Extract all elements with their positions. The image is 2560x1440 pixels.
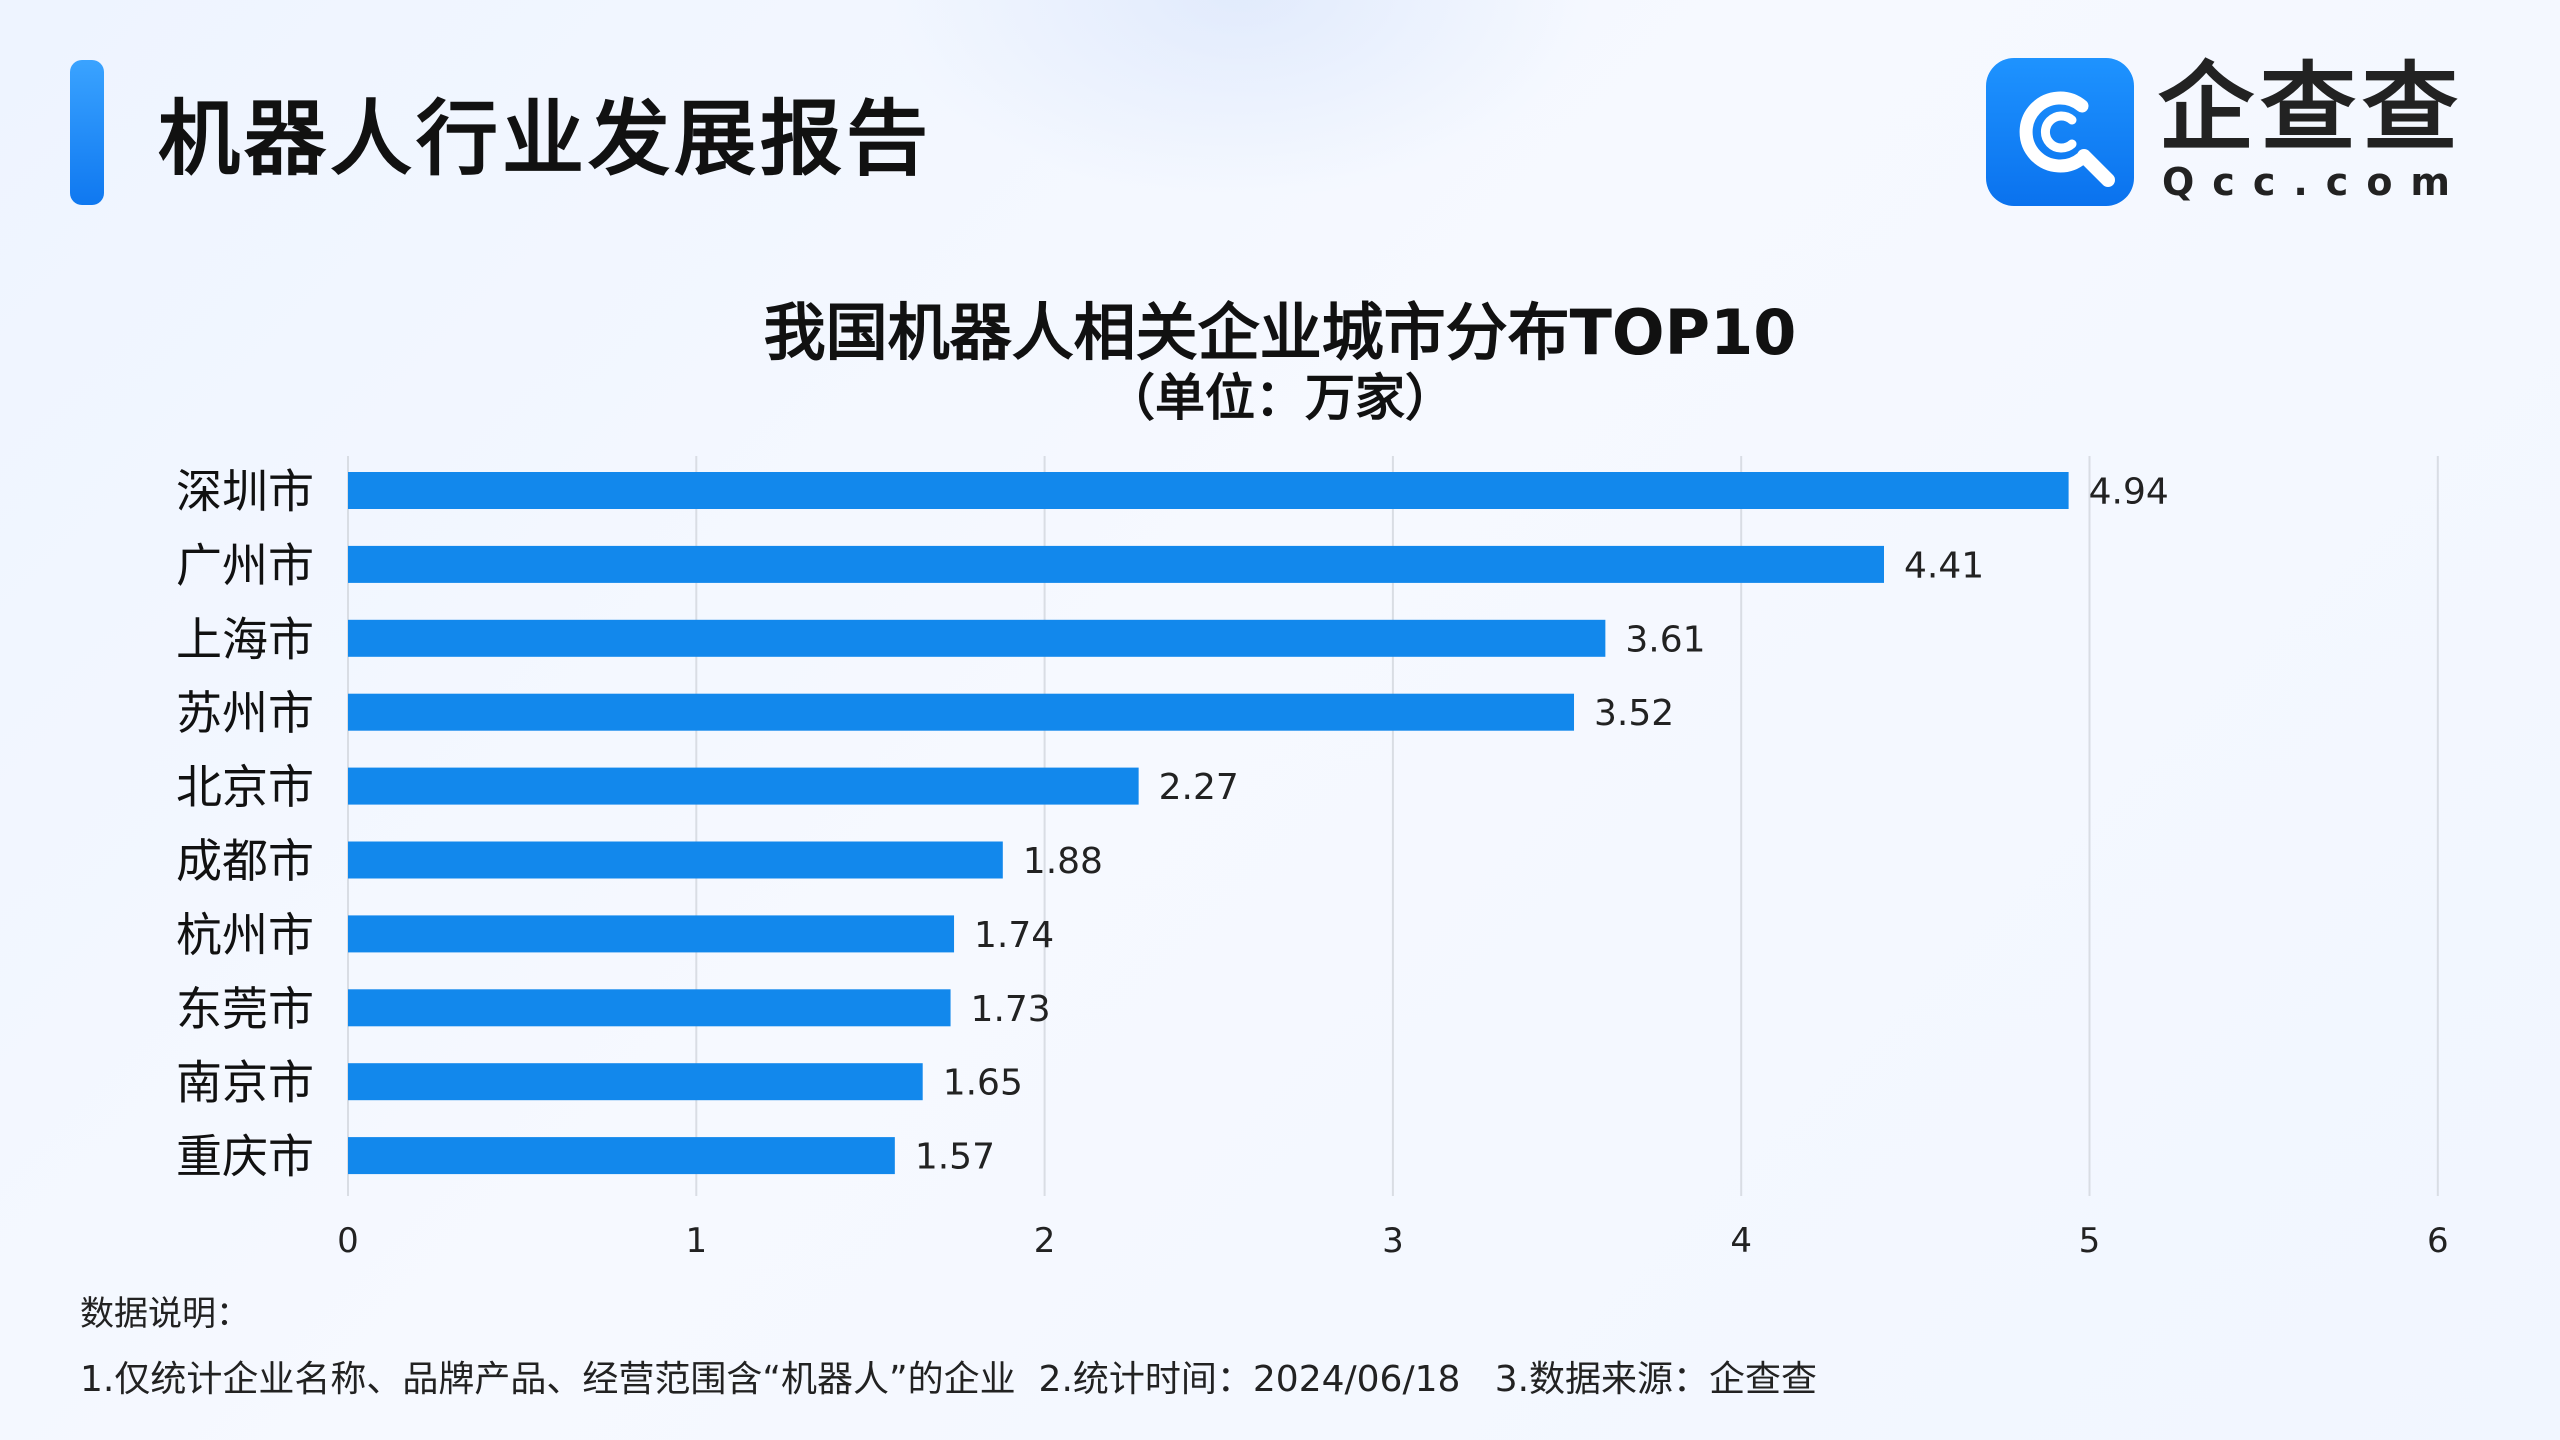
logo-name: 企查查 (2158, 52, 2464, 164)
x-tick-label: 4 (1730, 1221, 1752, 1261)
value-label: 1.74 (974, 915, 1054, 956)
x-tick-label: 0 (337, 1221, 359, 1261)
bar (348, 693, 1575, 731)
notes-line: 1.仅统计企业名称、品牌产品、经营范围含“机器人”的企业 2.统计时间：2024… (80, 1359, 1818, 1400)
bar (348, 472, 2069, 509)
bar (348, 767, 1139, 805)
x-tick-label: 1 (685, 1221, 707, 1261)
x-tick-label: 2 (1034, 1221, 1056, 1261)
category-label: 苏州市 (176, 686, 314, 740)
bar (348, 841, 1003, 879)
report-title: 机器人行业发展报告 (158, 92, 933, 187)
value-label: 1.65 (943, 1063, 1023, 1104)
value-label: 4.94 (2089, 472, 2169, 513)
category-label: 重庆市 (176, 1130, 314, 1184)
x-tick-label: 5 (2079, 1221, 2101, 1261)
bar (348, 545, 1885, 583)
category-label: 南京市 (176, 1056, 314, 1110)
bar-chart: 0 1 2 3 4 5 6 深圳市 4.94 广州市 4.41 上海市 3.61 苏州市 3.52 北京市 2.… (176, 456, 2449, 1261)
bar (348, 1137, 895, 1175)
logo-domain: Qcc.com (2162, 160, 2469, 204)
bar (348, 619, 1606, 657)
bar (348, 915, 955, 953)
notes-title: 数据说明： (80, 1294, 250, 1334)
value-label: 2.27 (1159, 767, 1239, 808)
category-label: 杭州市 (176, 908, 314, 962)
value-label: 1.73 (971, 989, 1051, 1030)
chart-title: 我国机器人相关企业城市分布TOP10 (763, 296, 1797, 369)
category-label: 北京市 (176, 760, 314, 814)
chart-subtitle: （单位：万家） (1105, 369, 1455, 427)
x-tick-label: 6 (2427, 1221, 2449, 1261)
value-label: 1.88 (1023, 841, 1103, 882)
bar (348, 989, 951, 1027)
value-label: 4.41 (1904, 545, 1984, 586)
bar (348, 1063, 923, 1101)
value-label: 1.57 (915, 1137, 995, 1178)
x-tick-label: 3 (1382, 1221, 1404, 1261)
value-label: 3.61 (1625, 619, 1705, 660)
category-label: 广州市 (176, 538, 314, 592)
qcc-magnifier-logo-icon (1986, 58, 2134, 206)
category-label: 东莞市 (176, 982, 314, 1036)
category-label: 上海市 (176, 612, 314, 666)
value-label: 3.52 (1594, 693, 1674, 734)
title-accent-bar (70, 60, 104, 205)
category-label: 深圳市 (176, 465, 314, 519)
category-label: 成都市 (176, 834, 314, 888)
